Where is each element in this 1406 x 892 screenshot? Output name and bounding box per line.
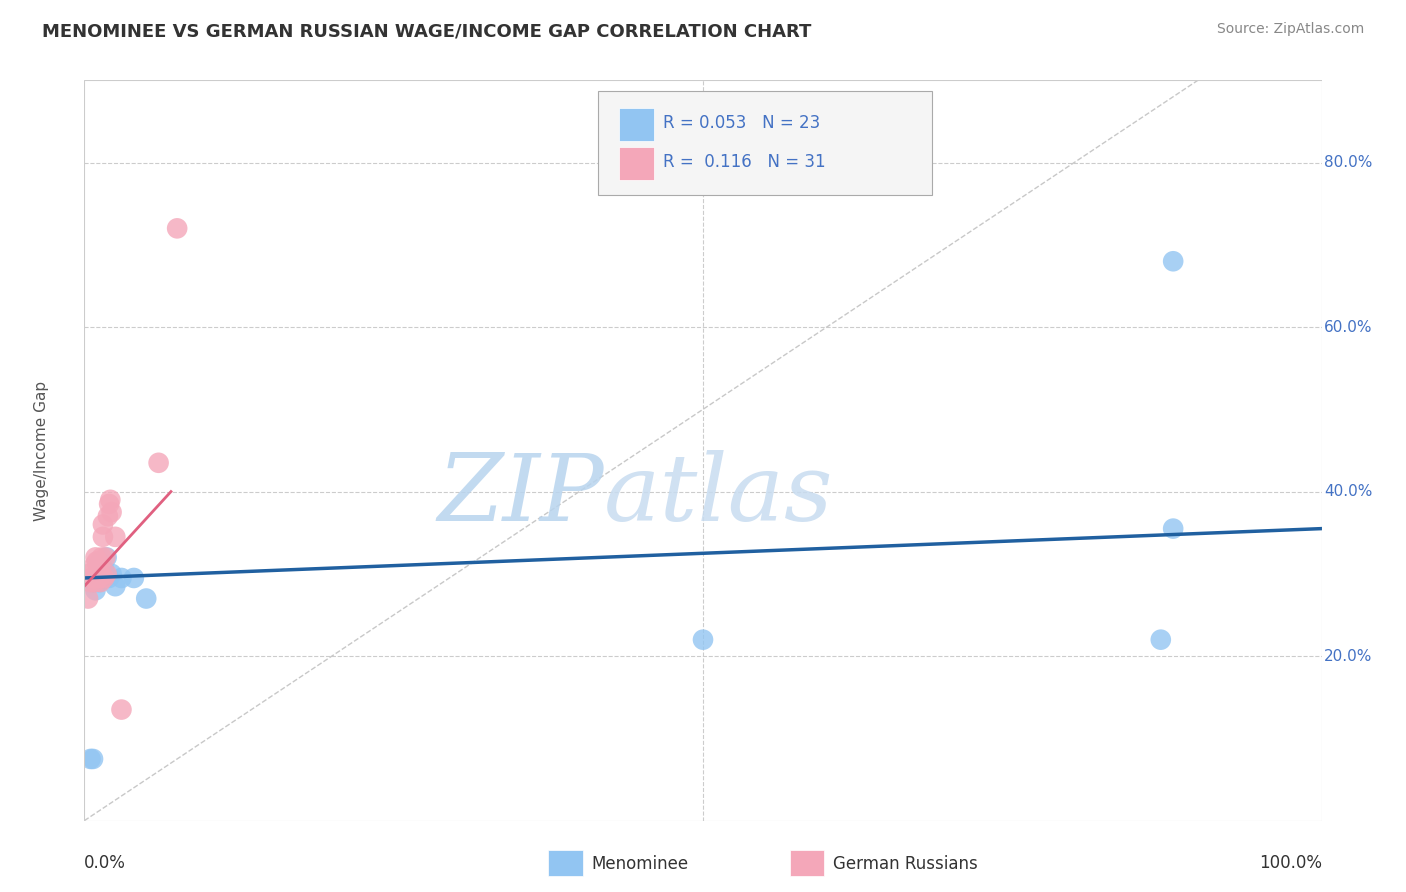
Point [96, 566, 118, 581]
Point [110, 703, 132, 717]
Bar [790, 850, 824, 876]
Text: R = 0.053   N = 23: R = 0.053 N = 23 [664, 114, 821, 132]
Point [93, 571, 115, 585]
Point [87, 566, 110, 581]
Point [79, 752, 101, 766]
Point [89, 575, 111, 590]
Point [97, 509, 120, 524]
Point [86, 566, 108, 581]
Point [89, 554, 111, 569]
Point [1161, 522, 1184, 536]
Point [1161, 254, 1184, 268]
Point [90, 550, 112, 565]
Text: German Russians: German Russians [832, 855, 977, 872]
Point [91, 530, 114, 544]
Text: Source: ZipAtlas.com: Source: ZipAtlas.com [1216, 22, 1364, 37]
Point [89, 566, 111, 581]
Point [86, 571, 108, 585]
Bar [548, 850, 583, 876]
Text: 80.0%: 80.0% [1324, 155, 1372, 170]
Point [89, 563, 111, 577]
Point [79, 575, 101, 590]
Point [84, 550, 107, 565]
Point [93, 563, 115, 577]
Point [122, 571, 145, 585]
Point [135, 591, 157, 606]
Point [86, 554, 108, 569]
Text: 100.0%: 100.0% [1258, 854, 1322, 872]
Point [104, 579, 127, 593]
Point [110, 571, 132, 585]
Point [91, 517, 114, 532]
Point [84, 583, 107, 598]
Point [89, 575, 111, 590]
Point [166, 221, 188, 235]
Point [83, 575, 105, 590]
Text: Menominee: Menominee [592, 855, 689, 872]
Text: 20.0%: 20.0% [1324, 648, 1372, 664]
Point [90, 566, 112, 581]
Point [83, 571, 105, 585]
FancyBboxPatch shape [598, 91, 932, 195]
Text: 40.0%: 40.0% [1324, 484, 1372, 500]
Point [100, 566, 122, 581]
Point [148, 456, 170, 470]
Text: R =  0.116   N = 31: R = 0.116 N = 31 [664, 153, 827, 170]
Point [83, 558, 105, 573]
Point [98, 492, 121, 507]
Point [84, 575, 107, 590]
Bar [619, 108, 654, 141]
Text: ZIP: ZIP [437, 450, 605, 540]
Point [79, 566, 101, 581]
Point [98, 497, 121, 511]
Bar [619, 147, 654, 180]
Text: atlas: atlas [605, 450, 834, 540]
Text: 60.0%: 60.0% [1324, 319, 1372, 334]
Text: 0.0%: 0.0% [84, 854, 127, 872]
Point [80, 571, 103, 585]
Point [87, 554, 110, 569]
Point [96, 550, 118, 565]
Point [87, 566, 110, 581]
Point [98, 571, 121, 585]
Point [82, 752, 104, 766]
Point [692, 632, 714, 647]
Point [94, 550, 117, 565]
Text: MENOMINEE VS GERMAN RUSSIAN WAGE/INCOME GAP CORRELATION CHART: MENOMINEE VS GERMAN RUSSIAN WAGE/INCOME … [42, 22, 811, 40]
Point [89, 571, 111, 585]
Point [87, 558, 110, 573]
Point [82, 571, 104, 585]
Point [94, 571, 117, 585]
Point [77, 591, 100, 606]
Point [1150, 632, 1173, 647]
Point [104, 530, 127, 544]
Text: Wage/Income Gap: Wage/Income Gap [34, 380, 49, 521]
Point [100, 505, 122, 519]
